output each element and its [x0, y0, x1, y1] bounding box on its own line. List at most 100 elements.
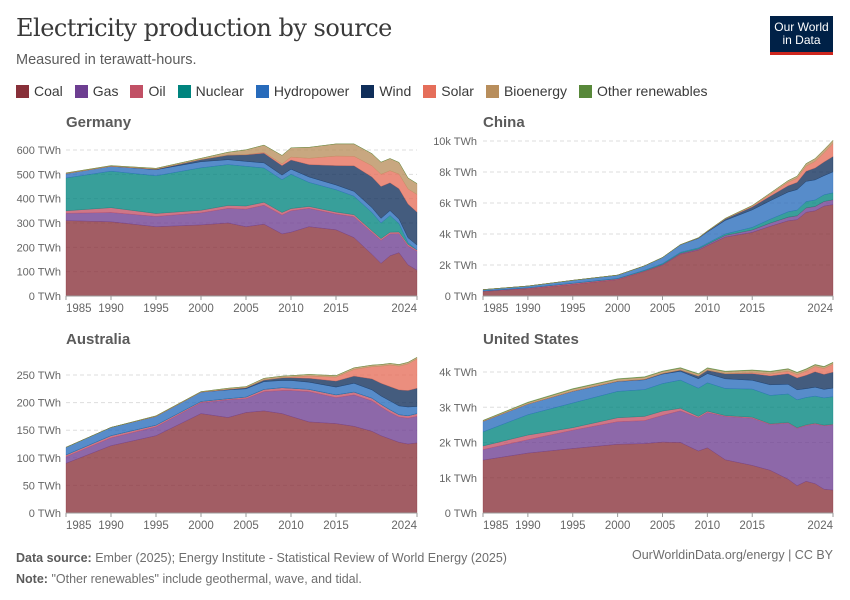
x-tick-label: 2015 — [739, 303, 765, 315]
legend-swatch — [361, 84, 375, 98]
x-tick-label: 2000 — [188, 303, 214, 315]
panel-title: United States — [483, 331, 579, 348]
x-tick-label: 1985 — [483, 520, 509, 532]
source-text: Ember (2025); Energy Institute - Statist… — [95, 551, 507, 565]
panel-title: Australia — [66, 331, 131, 348]
x-tick-label: 2000 — [605, 303, 631, 315]
x-tick-label: 2000 — [605, 520, 631, 532]
y-tick-label: 600 TWh — [17, 145, 61, 157]
y-tick-label: 300 TWh — [17, 218, 61, 230]
legend-swatch — [255, 84, 269, 98]
x-tick-label: 1995 — [143, 303, 169, 315]
x-tick-label: 1995 — [143, 520, 169, 532]
x-tick-label: 2005 — [233, 520, 259, 532]
y-tick-label: 0 TWh — [29, 291, 61, 303]
x-tick-label: 1995 — [560, 520, 586, 532]
source-label: Data source: — [16, 551, 92, 565]
x-tick-label: 2010 — [278, 520, 304, 532]
y-tick-label: 500 TWh — [17, 169, 61, 181]
legend-label: Nuclear — [195, 83, 244, 99]
legend-label: Oil — [148, 83, 166, 99]
owid-logo[interactable]: Our World in Data — [770, 16, 833, 55]
logo-line-1: Our World — [774, 20, 829, 34]
legend-label: Gas — [92, 83, 119, 99]
data-source: Data source: Ember (2025); Energy Instit… — [16, 548, 507, 569]
x-tick-label: 2015 — [323, 520, 349, 532]
legend-item-gas[interactable]: Gas — [74, 83, 119, 99]
note-label: Note: — [16, 572, 48, 586]
legend-label: Coal — [34, 83, 63, 99]
legend-item-coal[interactable]: Coal — [16, 83, 63, 99]
y-tick-label: 400 TWh — [17, 194, 61, 206]
y-tick-label: 150 TWh — [17, 425, 61, 437]
y-tick-label: 100 TWh — [17, 453, 61, 465]
legend-item-other-renewables[interactable]: Other renewables — [578, 83, 708, 99]
x-tick-label: 2015 — [323, 303, 349, 315]
legend-swatch — [423, 84, 437, 98]
x-tick-label: 2000 — [188, 520, 214, 532]
legend-swatch — [74, 84, 88, 98]
area-other-renewables — [65, 143, 418, 185]
y-tick-label: 6k TWh — [439, 198, 477, 210]
panel-title: Germany — [66, 114, 132, 131]
y-tick-label: 50 TWh — [23, 480, 61, 492]
panel-title: China — [483, 114, 525, 131]
area-other-renewables — [65, 357, 418, 448]
legend-item-wind[interactable]: Wind — [361, 83, 411, 99]
chart-germany: Germany 0 TWh 100 TWh 200 TWh 300 TWh 400 TWh… — [17, 114, 418, 315]
x-tick-label: 2005 — [650, 520, 676, 532]
legend-item-nuclear[interactable]: Nuclear — [177, 83, 244, 99]
legend-item-oil[interactable]: Oil — [130, 83, 166, 99]
legend-swatch — [485, 84, 499, 98]
x-tick-label: 2010 — [695, 520, 721, 532]
x-tick-label: 2015 — [739, 520, 765, 532]
legend-label: Other renewables — [596, 83, 708, 99]
chart-united-states: United States 0 TWh 1k TWh 2k TWh 3k TWh 4k T… — [439, 331, 833, 532]
legend-label: Bioenergy — [503, 83, 567, 99]
area-other-renewables — [482, 361, 834, 421]
y-tick-label: 2k TWh — [439, 438, 477, 450]
x-tick-label: 1985 — [66, 520, 92, 532]
x-tick-label: 2024 — [807, 520, 833, 532]
legend-item-hydropower[interactable]: Hydropower — [255, 83, 350, 99]
y-tick-label: 2k TWh — [439, 260, 477, 272]
x-tick-label: 1990 — [98, 520, 124, 532]
x-tick-label: 2024 — [391, 303, 417, 315]
y-tick-label: 100 TWh — [17, 267, 61, 279]
y-tick-label: 10k TWh — [433, 136, 477, 148]
y-tick-label: 4k TWh — [439, 229, 477, 241]
note-text: "Other renewables" include geothermal, w… — [51, 572, 362, 586]
x-tick-label: 2010 — [278, 303, 304, 315]
legend: Coal Gas Oil Nuclear Hydropower Wind Solar Bioe… — [16, 83, 708, 99]
x-tick-label: 1995 — [560, 303, 586, 315]
legend-item-solar[interactable]: Solar — [423, 83, 474, 99]
note: Note: "Other renewables" include geother… — [16, 569, 507, 590]
x-tick-label: 2005 — [650, 303, 676, 315]
legend-swatch — [16, 84, 29, 98]
y-tick-label: 200 TWh — [17, 242, 61, 254]
x-tick-label: 1990 — [515, 520, 541, 532]
credit-link[interactable]: OurWorldinData.org/energy | CC BY — [631, 548, 833, 562]
y-tick-label: 250 TWh — [17, 370, 61, 382]
legend-label: Solar — [441, 83, 474, 99]
legend-swatch — [177, 84, 191, 98]
legend-swatch — [130, 84, 144, 98]
chart-title: Electricity production by source — [16, 14, 392, 42]
y-tick-label: 3k TWh — [439, 402, 477, 414]
y-tick-label: 200 TWh — [17, 398, 61, 410]
x-tick-label: 1985 — [483, 303, 509, 315]
chart-australia: Australia 0 TWh 50 TWh 100 TWh 150 TWh 200 TW… — [17, 331, 418, 532]
legend-label: Hydropower — [273, 83, 350, 99]
legend-item-bioenergy[interactable]: Bioenergy — [485, 83, 567, 99]
x-tick-label: 1990 — [515, 303, 541, 315]
y-tick-label: 0 TWh — [29, 508, 61, 520]
y-tick-label: 0 TWh — [445, 291, 477, 303]
area-other-renewables — [482, 140, 834, 290]
x-tick-label: 2005 — [233, 303, 259, 315]
x-tick-label: 1990 — [98, 303, 124, 315]
y-tick-label: 4k TWh — [439, 367, 477, 379]
y-tick-label: 8k TWh — [439, 167, 477, 179]
footer: Data source: Ember (2025); Energy Instit… — [16, 548, 507, 590]
x-tick-label: 2024 — [391, 520, 417, 532]
